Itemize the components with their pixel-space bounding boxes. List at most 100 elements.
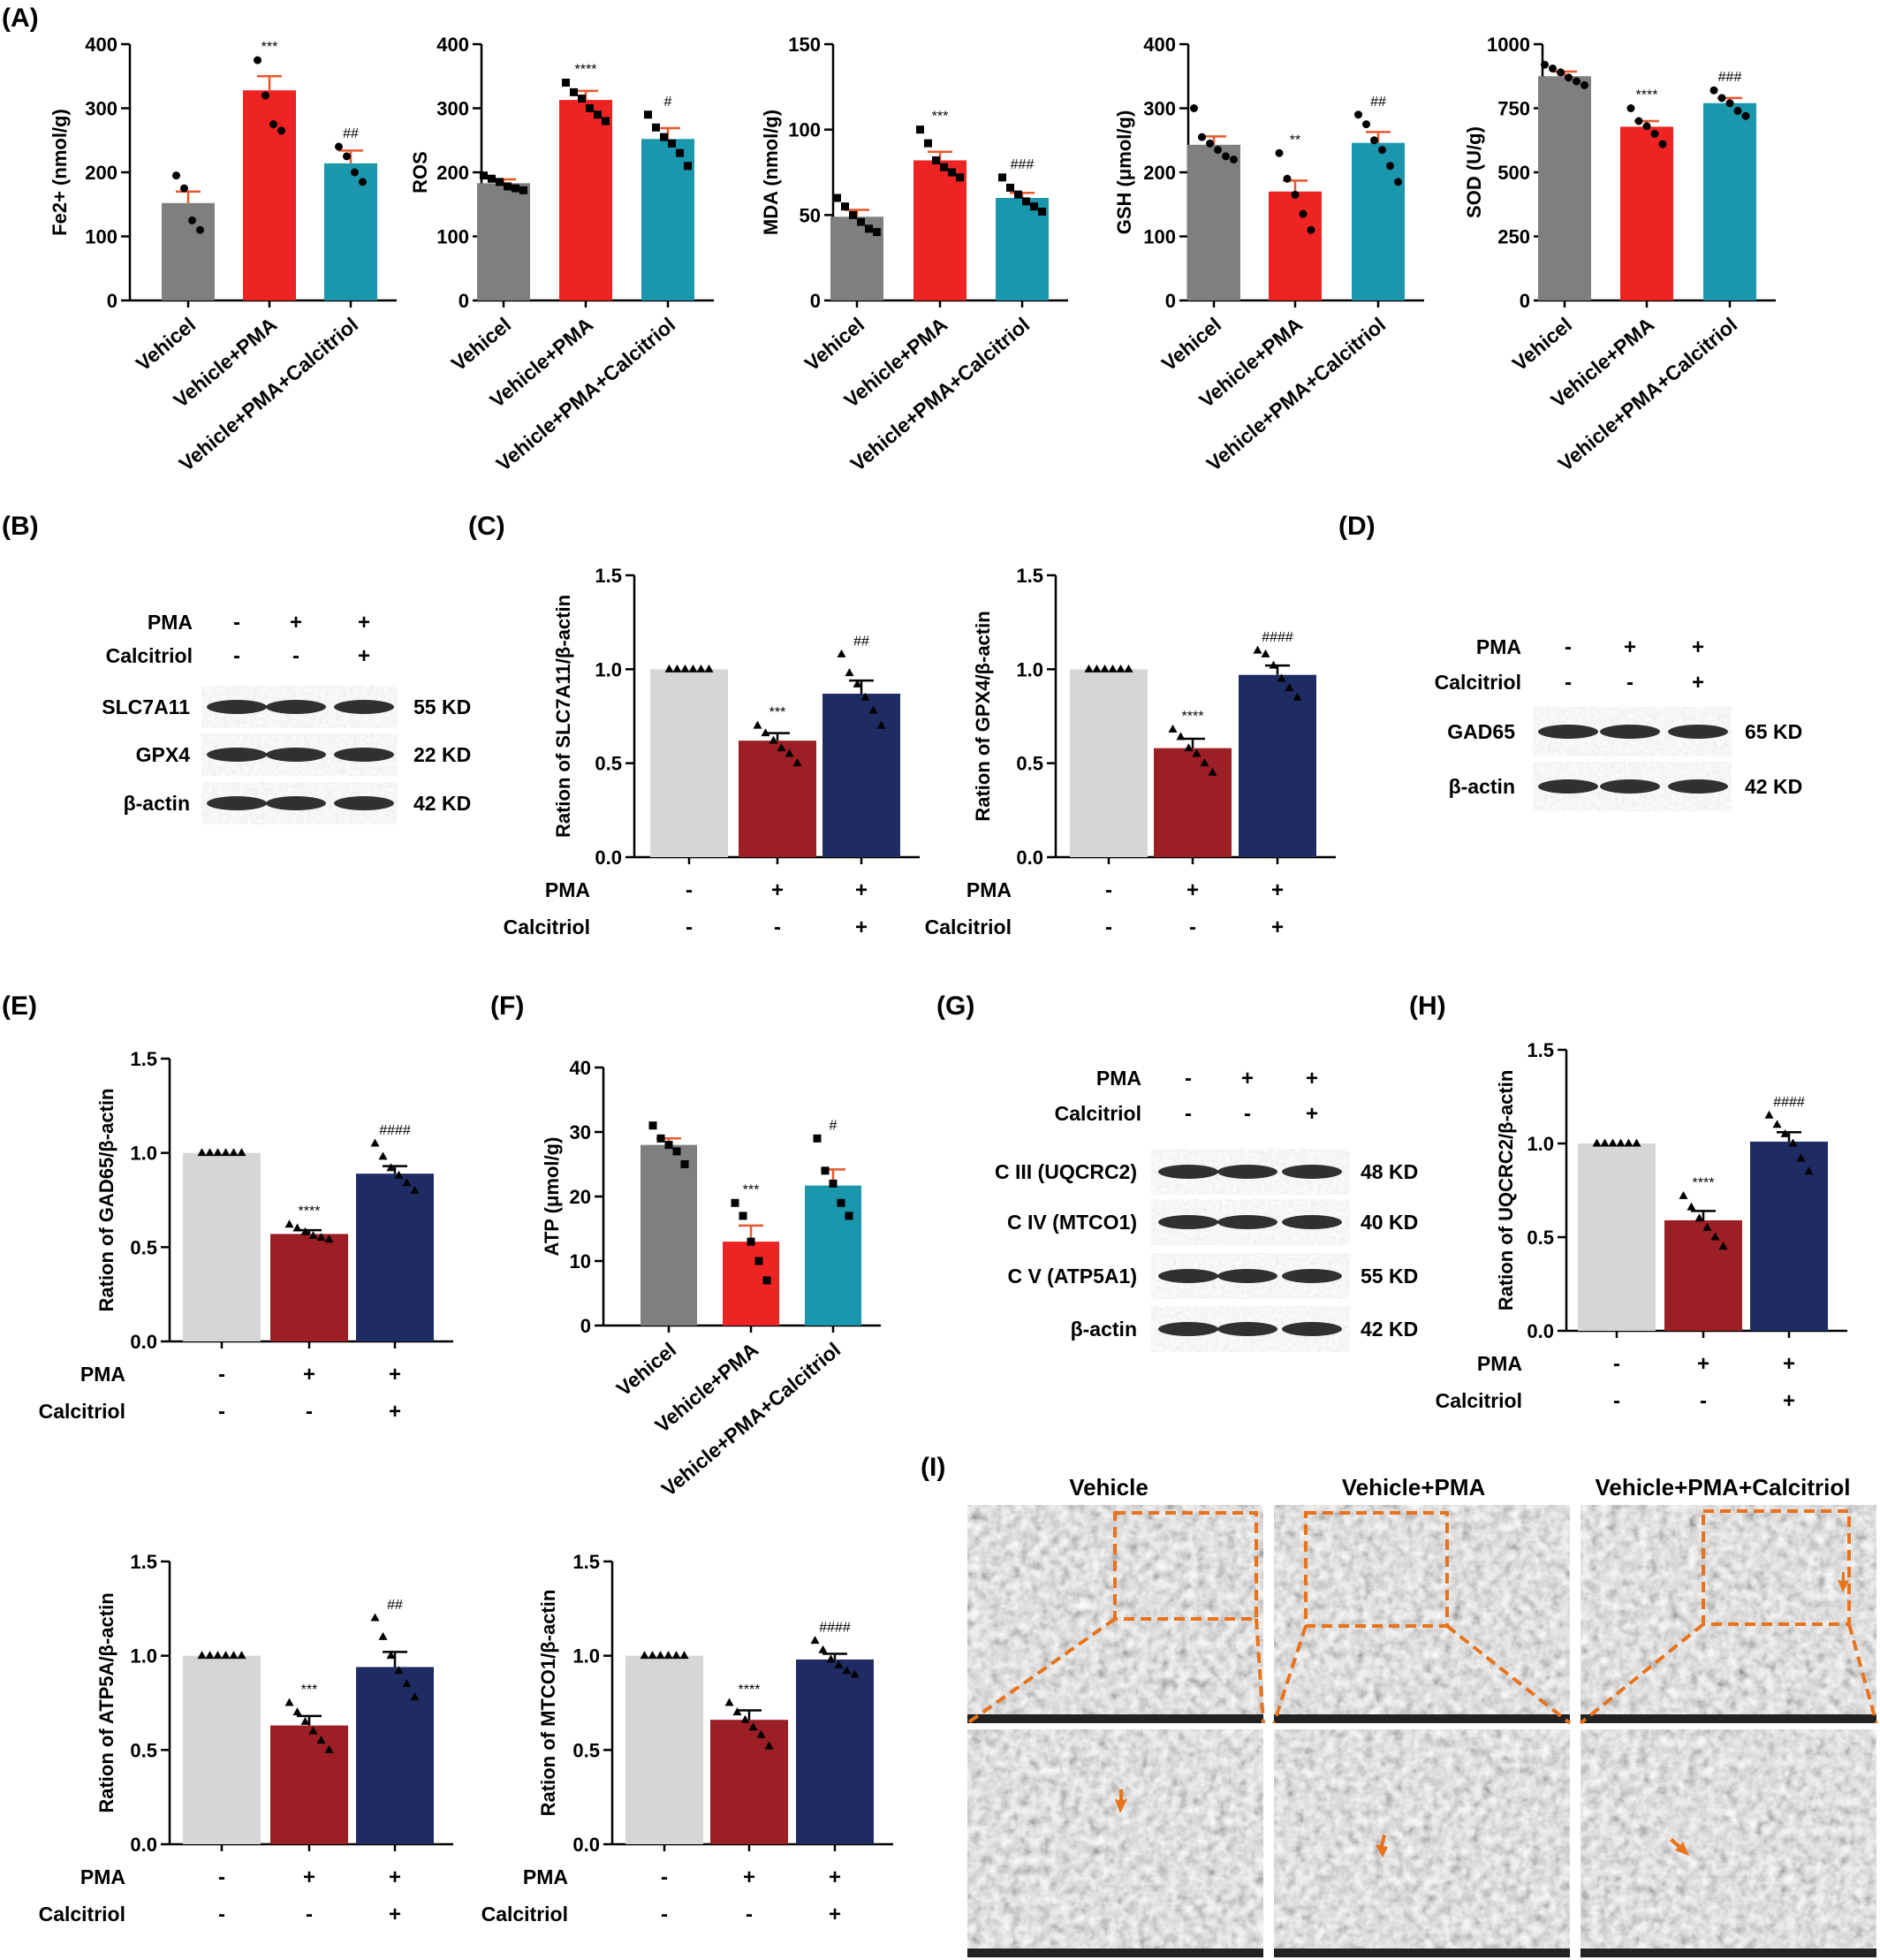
condition-sign: + [1186,878,1199,902]
data-point [1788,1138,1798,1147]
data-point [172,171,180,180]
bar [1620,126,1673,300]
blot-band-kd: 55 KD [413,695,471,718]
data-point [663,1651,673,1660]
data-point [648,1121,657,1130]
blot-condition-label: Calcitriol [1055,1102,1141,1125]
blot-condition-sign: + [358,611,370,634]
data-point [1206,139,1214,148]
condition-sign: - [774,915,781,939]
blot-band-name: β-actin [124,792,190,815]
blot-condition-label: PMA [1096,1067,1141,1090]
condition-sign: + [389,1363,401,1386]
y-tick-label: 0 [1520,290,1530,312]
y-tick-label: 0.5 [1527,1227,1554,1249]
data-point [402,1178,412,1187]
y-tick-label: 0 [1165,290,1176,312]
data-point [754,1257,763,1265]
condition-sign: - [746,1903,753,1926]
data-point [1038,207,1046,216]
bar [477,183,530,300]
data-point [644,110,652,119]
y-tick-label: 1.0 [1527,1133,1554,1155]
chart-c2: 0.0 0.5 1.0 1.5 Ration of GPX4/β-actin **** ##… [925,565,1336,939]
significance-label: **** [739,1683,761,1698]
y-tick-label: 0 [459,290,469,312]
blot-band-name: β-actin [1449,775,1515,798]
data-point [1600,1138,1610,1147]
em-image-pma-low [1274,1505,1570,1723]
condition-sign: + [389,1903,401,1926]
data-point [680,664,690,672]
condition-sign: + [771,878,784,902]
data-point [213,1148,223,1157]
data-point [731,1198,739,1207]
data-point [292,1707,302,1716]
condition-sign: + [1271,915,1284,939]
y-tick-label: 1.0 [1016,658,1043,680]
condition-sign: - [661,1903,668,1926]
data-point [845,668,854,677]
data-point [1208,767,1217,776]
bar [559,100,612,300]
blot-band [1158,1165,1218,1179]
condition-label: Calcitriol [504,915,590,938]
data-point [842,1666,852,1675]
data-point [1261,649,1270,657]
blot-band [1668,725,1728,739]
data-point [402,1679,412,1688]
y-tick-label: 10 [570,1250,591,1272]
condition-sign: - [306,1400,313,1424]
y-tick-label: 100 [436,226,469,248]
data-point [1192,748,1202,757]
y-tick-label: 40 [570,1057,591,1079]
significance-label: ## [343,126,359,141]
panel-label-i: (I) [921,1453,945,1482]
condition-sign: + [1697,1352,1709,1376]
condition-sign: - [1613,1389,1620,1413]
data-point [841,202,849,211]
panel-label-f: (F) [490,991,524,1021]
em-image-calcitriol-low [1581,1505,1876,1723]
data-point [1658,140,1667,148]
condition-sign: + [829,1903,841,1926]
blot-condition-sign: - [1185,1067,1192,1090]
data-point [916,125,924,134]
blot-band-name: C IV (MTCO1) [1007,1211,1137,1234]
condition-label: PMA [545,878,590,901]
data-point [488,174,496,183]
data-point [1764,1110,1774,1119]
bar [1750,1141,1828,1331]
data-point [410,1185,420,1194]
condition-label: PMA [1477,1352,1522,1375]
data-point [660,133,668,141]
y-axis-label: GSH (μmol/g) [1113,110,1135,235]
data-point [1710,1232,1720,1241]
data-point [1022,197,1030,206]
y-tick-label: 400 [1143,34,1176,56]
data-point [1725,99,1734,108]
data-point [562,79,570,87]
blot-band-name: SLC7A11 [102,695,190,718]
data-point [785,748,794,757]
significance-label: #### [1773,1095,1805,1110]
data-point [747,1237,755,1246]
blot-band [334,700,394,714]
y-axis-label: Ration of UQCRC2/β-actin [1495,1070,1517,1311]
data-point [1291,190,1300,199]
data-point [873,228,881,237]
blot-band-name: C V (ATP5A1) [1007,1265,1137,1288]
data-point [1354,110,1362,119]
data-point [519,186,527,194]
data-point [826,1654,836,1663]
data-point [1299,209,1308,218]
blot-condition-sign: + [1241,1067,1254,1090]
data-point [664,1141,673,1150]
condition-sign: + [389,1400,401,1424]
em-zoom-box [1304,1511,1449,1628]
data-point [1378,146,1386,155]
y-tick-label: 0.5 [130,1236,157,1258]
em-column-title-pma: Vehicle+PMA [1342,1474,1486,1500]
data-point [269,120,277,129]
